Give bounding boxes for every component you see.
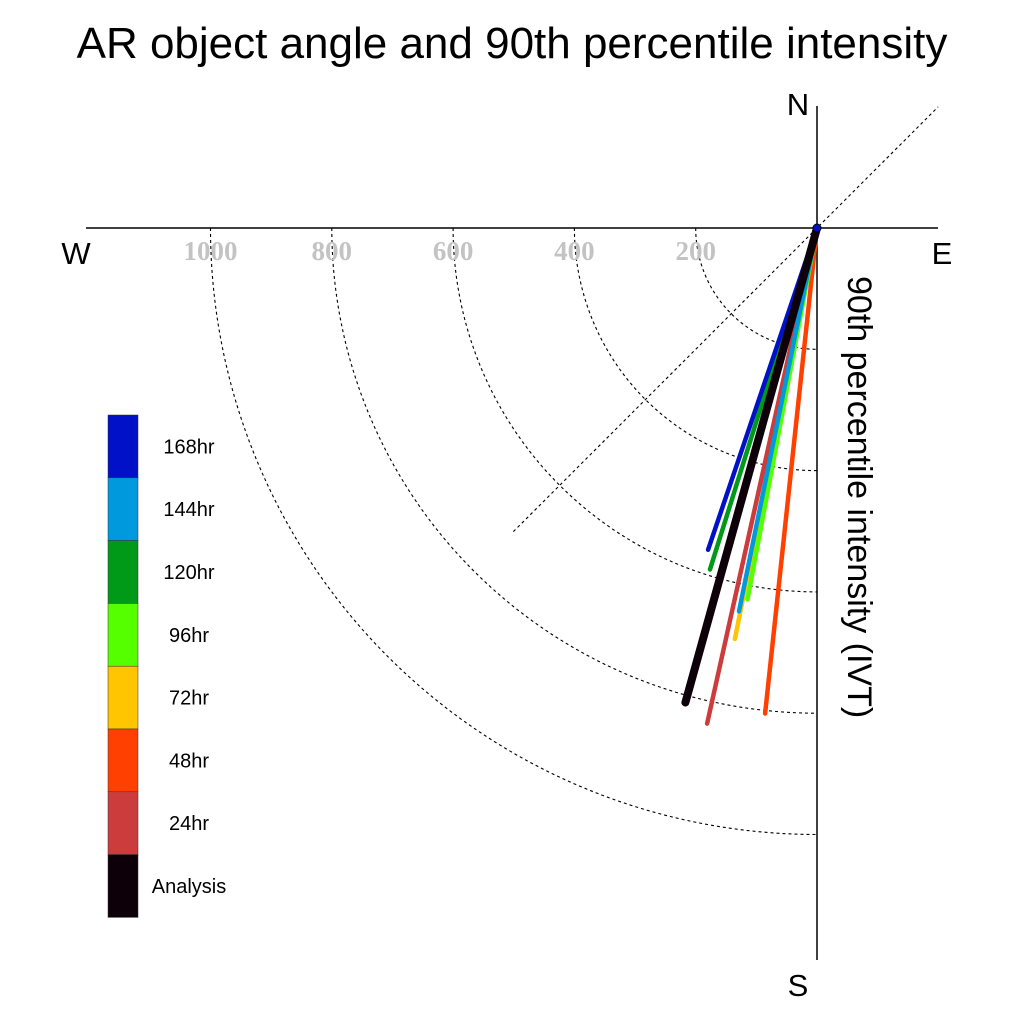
vector-layer [681, 223, 822, 726]
compass-north-label: N [787, 87, 809, 122]
vector-48hr [762, 225, 820, 716]
legend-label: 48hr [169, 750, 209, 772]
legend-swatch-72hr [107, 665, 139, 730]
legend-swatch-24hr [107, 791, 139, 855]
legend-swatch-120hr [107, 540, 139, 604]
radial-axis-label: 90th percentile intensity (IVT) [840, 276, 878, 718]
chart-title: AR object angle and 90th percentile inte… [77, 19, 948, 68]
radial-tick-label: 600 [433, 236, 474, 266]
compass-west-label: W [61, 236, 91, 271]
legend-label: 120hr [163, 562, 214, 584]
radial-tick-labels: 200 400 600 800 1000 [184, 236, 716, 266]
legend-label: 168hr [163, 436, 214, 458]
legend-label: 144hr [163, 499, 214, 521]
legend-label: Analysis [152, 876, 226, 898]
legend-swatch-144hr [107, 477, 139, 541]
legend-swatch-168hr [107, 414, 139, 479]
legend-swatch-96hr [107, 603, 139, 667]
diagonal-guide-line [512, 106, 939, 533]
radial-ring [331, 227, 818, 714]
radial-tick-label: 400 [554, 236, 595, 266]
legend-swatch-analysis [107, 854, 139, 918]
legend-swatch-48hr [107, 728, 139, 793]
legend-label: 96hr [169, 625, 209, 647]
radial-ring [209, 227, 818, 836]
origin-marker [812, 223, 822, 233]
radial-tick-label: 200 [675, 236, 716, 266]
radial-tick-label: 1000 [184, 236, 238, 266]
compass-east-label: E [932, 236, 953, 271]
vector-144hr [736, 225, 820, 614]
grid-layer [209, 106, 939, 836]
radial-tick-label: 800 [312, 236, 353, 266]
legend: 168hr 144hr 120hr 96hr 72hr 48hr 24hr Analysis [107, 414, 226, 918]
compass-south-label: S [788, 968, 809, 1003]
legend-label: 72hr [169, 688, 209, 710]
vector-analysis [681, 224, 821, 707]
legend-label: 24hr [169, 813, 209, 835]
radial-ring [452, 227, 818, 593]
